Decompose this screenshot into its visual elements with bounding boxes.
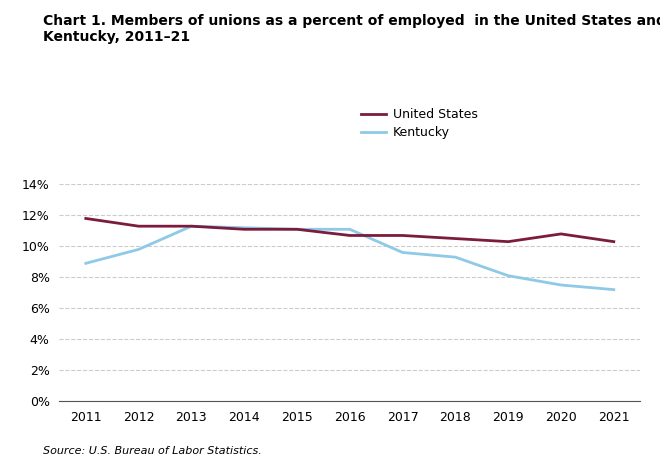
United States bbox=[504, 239, 512, 244]
United States bbox=[135, 224, 143, 229]
Kentucky bbox=[504, 273, 512, 278]
Kentucky bbox=[451, 254, 459, 260]
Kentucky bbox=[399, 250, 407, 255]
Kentucky bbox=[293, 226, 301, 232]
Kentucky bbox=[135, 247, 143, 252]
United States bbox=[399, 233, 407, 238]
Line: Kentucky: Kentucky bbox=[86, 226, 614, 290]
Line: United States: United States bbox=[86, 219, 614, 242]
Kentucky bbox=[557, 282, 565, 288]
Text: Chart 1. Members of unions as a percent of employed  in the United States and
Ke: Chart 1. Members of unions as a percent … bbox=[43, 14, 660, 44]
United States bbox=[293, 226, 301, 232]
United States bbox=[557, 231, 565, 236]
United States bbox=[610, 239, 618, 244]
United States bbox=[82, 216, 90, 221]
Kentucky bbox=[240, 225, 248, 230]
United States bbox=[346, 233, 354, 238]
United States bbox=[451, 236, 459, 242]
Kentucky bbox=[187, 224, 195, 229]
Kentucky bbox=[82, 260, 90, 266]
United States bbox=[240, 226, 248, 232]
Text: Source: U.S. Bureau of Labor Statistics.: Source: U.S. Bureau of Labor Statistics. bbox=[43, 446, 261, 456]
Kentucky bbox=[610, 287, 618, 292]
United States bbox=[187, 224, 195, 229]
Kentucky bbox=[346, 226, 354, 232]
Legend: United States, Kentucky: United States, Kentucky bbox=[362, 108, 478, 139]
